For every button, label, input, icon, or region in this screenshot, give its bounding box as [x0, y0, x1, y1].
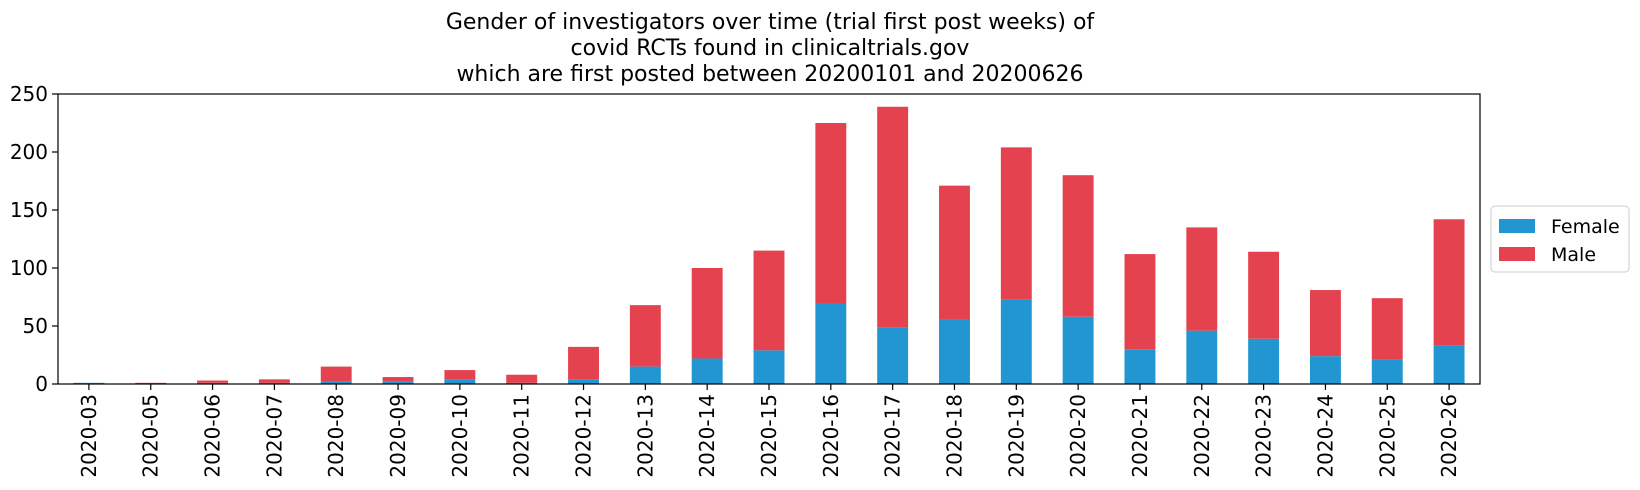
chart-title-line-3: which are first posted between 20200101 …: [456, 62, 1083, 87]
bar-male-2020-25: [1371, 298, 1403, 360]
bar-male-2020-22: [1186, 227, 1218, 331]
bar-male-2020-23: [1248, 251, 1280, 339]
chart-title-line-1: Gender of investigators over time (trial…: [446, 10, 1096, 35]
bar-male-2020-16: [815, 123, 847, 304]
bar-male-2020-26: [1433, 219, 1465, 346]
y-tick-label-150: 150: [10, 198, 48, 222]
x-tick-label-2020-07: 2020-07: [262, 394, 286, 478]
x-tick-label-2020-09: 2020-09: [386, 394, 410, 478]
bar-female-2020-16: [815, 303, 847, 384]
x-tick-label-2020-06: 2020-06: [201, 394, 225, 478]
x-tick-label-2020-08: 2020-08: [324, 394, 348, 478]
bar-male-2020-10: [444, 370, 476, 380]
legend-label-female: Female: [1551, 216, 1620, 238]
bar-male-2020-11: [506, 374, 538, 383]
bar-male-2020-15: [753, 250, 785, 351]
x-tick-label-2020-12: 2020-12: [572, 394, 596, 478]
bar-female-2020-23: [1248, 338, 1280, 384]
bar-female-2020-24: [1309, 356, 1341, 384]
chart-title: Gender of investigators over time (trial…: [446, 10, 1096, 87]
x-tick-label-2020-13: 2020-13: [633, 394, 657, 478]
bar-female-2020-12: [568, 379, 599, 384]
y-tick-label-0: 0: [35, 372, 48, 396]
x-tick-label-2020-23: 2020-23: [1252, 394, 1276, 478]
x-tick-label-2020-03: 2020-03: [77, 394, 101, 478]
bar-female-2020-17: [877, 327, 909, 384]
bar-female-2020-13: [629, 366, 661, 384]
y-tick-label-250: 250: [10, 82, 48, 106]
bar-male-2020-13: [629, 305, 661, 367]
x-tick-label-2020-22: 2020-22: [1190, 394, 1214, 478]
x-tick-label-2020-21: 2020-21: [1128, 394, 1152, 478]
bar-male-2020-21: [1124, 254, 1156, 350]
y-tick-label-200: 200: [10, 140, 48, 164]
bar-female-2020-21: [1124, 349, 1156, 384]
x-tick-label-2020-25: 2020-25: [1375, 394, 1399, 478]
legend-label-male: Male: [1551, 244, 1596, 266]
y-tick-label-100: 100: [10, 256, 48, 280]
y-tick-label-50: 50: [23, 314, 48, 338]
bar-male-2020-17: [877, 106, 909, 328]
bar-male-2020-24: [1309, 290, 1341, 357]
bar-male-2020-06: [197, 380, 229, 383]
bar-female-2020-20: [1062, 316, 1094, 384]
bar-male-2020-08: [320, 366, 352, 382]
bar-male-2020-19: [1000, 147, 1032, 300]
bar-male-2020-14: [691, 268, 723, 359]
x-tick-label-2020-17: 2020-17: [881, 394, 905, 478]
bar-female-2020-25: [1371, 359, 1403, 384]
bar-female-2020-26: [1433, 345, 1465, 384]
bar-male-2020-18: [939, 185, 970, 320]
x-tick-label-2020-16: 2020-16: [819, 394, 843, 478]
plot-area: 0 50 100 150 200 250 2020-03 2020-05 2020-06 2020…: [10, 82, 1481, 478]
bar-female-2020-19: [1000, 299, 1032, 384]
bar-male-2020-09: [382, 377, 414, 382]
x-tick-label-2020-14: 2020-14: [695, 394, 719, 478]
x-tick-label-2020-18: 2020-18: [942, 394, 966, 478]
x-tick-label-2020-11: 2020-11: [510, 394, 534, 478]
bar-male-2020-07: [258, 379, 290, 383]
bar-female-2020-08: [320, 381, 352, 384]
legend-swatch-female: [1499, 219, 1535, 233]
bar-female-2020-22: [1186, 330, 1218, 384]
x-tick-label-2020-05: 2020-05: [139, 394, 163, 478]
bar-female-2020-14: [691, 358, 723, 384]
x-tick-label-2020-19: 2020-19: [1004, 394, 1028, 478]
bar-male-2020-12: [568, 346, 599, 380]
x-tick-label-2020-15: 2020-15: [757, 394, 781, 478]
legend-swatch-male: [1499, 247, 1535, 261]
x-tick-label-2020-26: 2020-26: [1437, 394, 1461, 478]
x-tick-label-2020-20: 2020-20: [1066, 394, 1090, 478]
x-tick-label-2020-10: 2020-10: [448, 394, 472, 478]
legend: Female Male: [1490, 205, 1630, 273]
x-tick-label-2020-24: 2020-24: [1313, 394, 1337, 478]
bar-female-2020-15: [753, 350, 785, 384]
bar-female-2020-09: [382, 381, 414, 384]
chart-title-line-2: covid RCTs found in clinicaltrials.gov: [571, 36, 970, 61]
bar-male-2020-20: [1062, 175, 1094, 317]
bar-female-2020-18: [939, 319, 970, 384]
bar-female-2020-10: [444, 379, 476, 384]
